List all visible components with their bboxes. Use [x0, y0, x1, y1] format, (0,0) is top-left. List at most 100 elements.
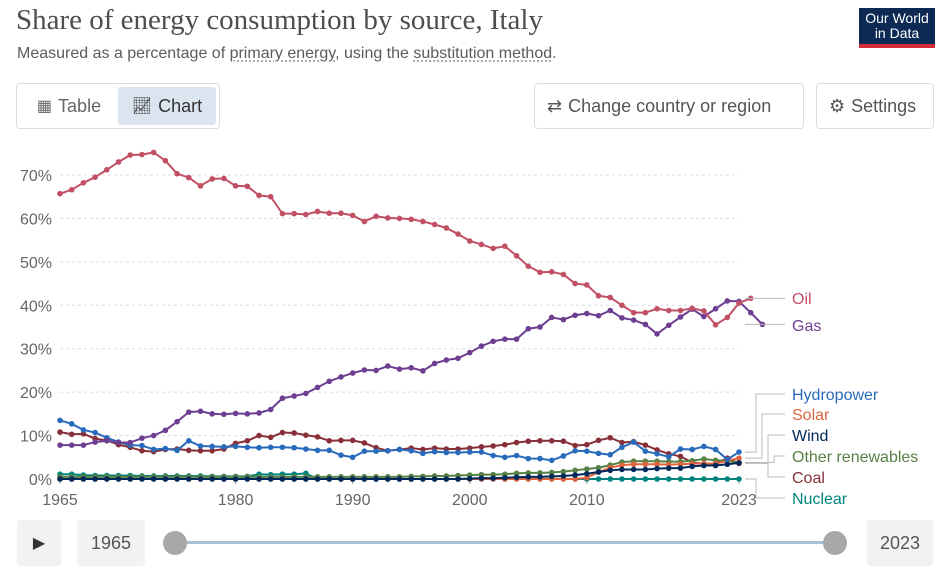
change-country-button[interactable]: ⇄ Change country or region	[534, 83, 804, 129]
data-point	[455, 231, 461, 237]
data-point	[232, 443, 239, 450]
settings-button[interactable]: ⚙ Settings	[816, 83, 934, 129]
data-point	[619, 462, 625, 468]
data-point	[209, 447, 215, 454]
data-point	[537, 269, 543, 276]
data-point	[57, 442, 63, 448]
data-point	[197, 443, 204, 449]
data-point	[560, 316, 567, 323]
data-point	[338, 210, 344, 217]
data-point	[525, 470, 532, 476]
data-point	[127, 476, 134, 482]
data-point	[630, 466, 637, 473]
data-point	[68, 442, 75, 448]
data-point	[455, 355, 461, 362]
data-point	[443, 357, 450, 363]
substitution-method-link[interactable]: substitution method	[413, 45, 553, 62]
data-point	[513, 474, 520, 481]
owid-logo[interactable]: Our World in Data	[859, 8, 935, 48]
data-point	[338, 476, 344, 482]
data-point	[431, 221, 438, 228]
legend-label-nuclear: Nuclear	[792, 491, 848, 508]
line-chart-icon: 📈︎	[131, 98, 153, 115]
data-point	[279, 476, 286, 482]
tab-chart[interactable]: 📈︎ Chart	[118, 87, 216, 125]
data-point	[314, 434, 321, 440]
data-point	[548, 437, 555, 444]
data-point	[642, 442, 649, 448]
data-point	[584, 448, 590, 455]
data-point	[232, 476, 239, 482]
data-point	[595, 476, 602, 482]
data-point	[197, 408, 204, 415]
data-point	[642, 466, 649, 473]
data-point	[174, 418, 180, 425]
data-point	[267, 444, 274, 451]
data-point	[68, 431, 75, 438]
gear-icon: ⚙	[829, 95, 846, 116]
series-line-hydropower	[59, 419, 740, 462]
data-point	[92, 476, 98, 482]
data-point	[314, 447, 321, 454]
timeline-start-year[interactable]: 1965	[77, 520, 145, 566]
data-point	[326, 437, 333, 444]
data-point	[443, 225, 450, 231]
swap-arrows-icon: ⇄	[547, 95, 563, 116]
data-point	[197, 183, 204, 189]
data-point	[607, 451, 614, 458]
timeline-track[interactable]	[175, 541, 835, 544]
timeline-end-year[interactable]: 2023	[867, 520, 933, 566]
play-button[interactable]: ▶	[17, 520, 61, 566]
data-point	[619, 302, 625, 309]
data-point	[572, 280, 578, 287]
data-point	[361, 218, 368, 225]
data-point	[361, 448, 368, 455]
data-point	[373, 476, 379, 482]
chart-title: Share of energy consumption by source, I…	[16, 4, 543, 36]
data-point	[361, 476, 368, 482]
primary-energy-link[interactable]: primary energy	[229, 45, 336, 62]
data-point	[197, 447, 204, 454]
data-point	[244, 444, 251, 451]
data-point	[736, 300, 742, 306]
data-point	[607, 467, 614, 474]
data-point	[338, 452, 344, 458]
legend-connector	[745, 393, 785, 453]
data-point	[104, 437, 110, 444]
tab-label: Chart	[158, 95, 203, 116]
data-point	[525, 474, 532, 480]
data-point	[150, 446, 157, 453]
data-point	[185, 437, 192, 444]
data-point	[80, 427, 87, 433]
data-point	[466, 475, 473, 482]
data-point	[209, 411, 215, 417]
data-point	[525, 438, 532, 445]
button-label: Change country or region	[568, 95, 772, 116]
button-label: Settings	[851, 95, 917, 116]
series-line-oil	[59, 151, 752, 327]
data-point	[642, 321, 649, 328]
data-point	[689, 446, 695, 453]
data-point	[537, 324, 543, 330]
data-point	[162, 476, 169, 482]
data-point	[57, 476, 63, 482]
y-tick-label: 70%	[20, 168, 52, 185]
data-point	[80, 431, 87, 437]
timeline-start-handle[interactable]	[163, 531, 187, 555]
data-point	[595, 469, 602, 475]
data-point	[595, 437, 602, 444]
data-point	[654, 461, 660, 468]
data-point	[689, 476, 695, 482]
tab-table[interactable]: ▦ Table	[20, 87, 118, 125]
data-point	[701, 308, 707, 314]
data-point	[572, 472, 578, 478]
data-point	[244, 476, 251, 482]
x-tick-label: 2000	[452, 492, 488, 509]
data-point	[513, 470, 520, 477]
timeline-end-handle[interactable]	[823, 531, 847, 555]
data-point	[665, 454, 672, 460]
data-point	[724, 298, 731, 304]
data-point	[279, 395, 286, 402]
data-point	[443, 449, 450, 456]
y-tick-label: 10%	[20, 429, 52, 446]
